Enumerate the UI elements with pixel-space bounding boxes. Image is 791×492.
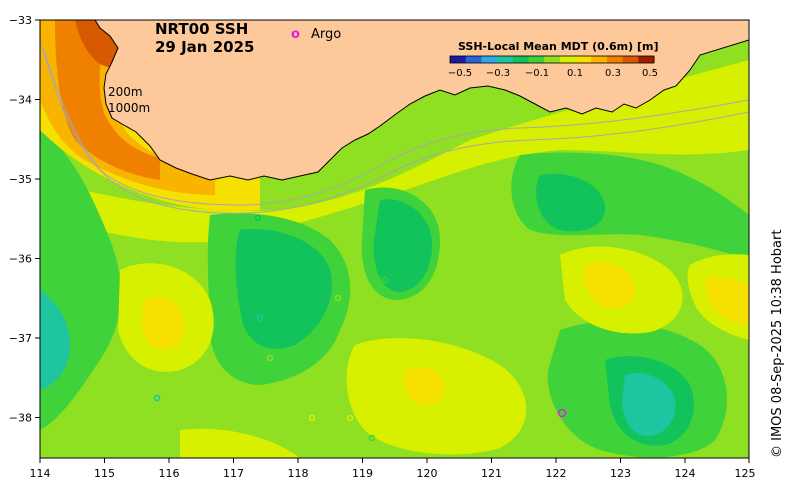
colorbar-swatch (450, 56, 467, 63)
lon-tick-label: 118 (288, 467, 309, 480)
colorbar-swatch (528, 56, 545, 63)
lat-tick-label: −36 (9, 253, 32, 266)
argo-float-marker (346, 414, 354, 422)
colorbar-swatch (512, 56, 529, 63)
lon-tick-label: 124 (675, 467, 696, 480)
lon-tick-label: 116 (159, 467, 180, 480)
argo-float-marker (153, 394, 161, 402)
argo-float-marker (334, 294, 342, 302)
lon-tick-label: 123 (610, 467, 631, 480)
isobath-lines (40, 39, 749, 214)
colorbar-tick-label: −0.5 (448, 68, 472, 79)
latitude-axis: −33 −34 −35 −36 −37 −38 (9, 14, 40, 425)
map-plot-area (40, 20, 749, 458)
colorbar-swatch (559, 56, 577, 63)
lat-tick-label: −34 (9, 94, 32, 107)
colorbar-swatch (465, 56, 482, 63)
isobath-label-200m: 200m (108, 85, 143, 99)
colorbar-swatch (591, 56, 608, 63)
lon-tick-label: 114 (30, 467, 51, 480)
colorbar-swatches (450, 56, 655, 63)
lat-tick-label: −37 (9, 332, 32, 345)
colorbar-swatch (606, 56, 624, 63)
argo-float-marker (254, 214, 262, 222)
colorbar-swatch (622, 56, 639, 63)
imos-credit: © IMOS 08-Sep-2025 10:38 Hobart (770, 230, 785, 458)
argo-legend-label: Argo (311, 27, 341, 42)
colorbar-tick-label: 0.1 (567, 68, 583, 79)
lat-tick-label: −33 (9, 14, 32, 27)
colorbar-title: SSH-Local Mean MDT (0.6m) [m] (458, 40, 658, 53)
colorbar-swatch (481, 56, 498, 63)
argo-legend-symbol: o (291, 27, 300, 42)
argo-float-markers (153, 214, 567, 442)
lon-tick-label: 122 (546, 467, 567, 480)
argo-float-marker (256, 314, 264, 322)
map-frame (39, 19, 750, 459)
argo-float-marker (308, 414, 316, 422)
lon-tick-label: 115 (94, 467, 115, 480)
colorbar-tick-label: 0.5 (642, 68, 658, 79)
ssh-colorbar: SSH-Local Mean MDT (0.6m) [m] −0.5 −0.3 … (448, 40, 659, 79)
colorbar-tick-label: −0.1 (525, 68, 549, 79)
colorbar-swatch (638, 56, 655, 63)
colorbar-swatch (497, 56, 514, 63)
map-title-date: 29 Jan 2025 (155, 38, 254, 56)
lon-tick-label: 119 (352, 467, 373, 480)
argo-float-marker (368, 434, 376, 442)
lon-tick-label: 120 (417, 467, 438, 480)
lon-tick-label: 125 (735, 467, 756, 480)
lat-tick-label: −38 (9, 412, 32, 425)
colorbar-tick-label: 0.3 (605, 68, 621, 79)
argo-float-marker (266, 354, 274, 362)
lon-tick-label: 121 (481, 467, 502, 480)
isobath-label-1000m: 1000m (108, 101, 150, 115)
argo-float-marker (557, 408, 567, 418)
argo-float-marker (381, 276, 389, 284)
map-title-product: NRT00 SSH (155, 20, 248, 38)
colorbar-outline (449, 55, 655, 64)
colorbar-swatch (544, 56, 561, 63)
colorbar-swatch (575, 56, 592, 63)
longitude-axis: 114 115 116 117 118 119 120 121 122 123 … (30, 458, 756, 480)
lon-tick-label: 117 (223, 467, 244, 480)
argo-legend: o Argo (291, 27, 341, 42)
lat-tick-label: −35 (9, 173, 32, 186)
colorbar-tick-label: −0.3 (486, 68, 510, 79)
